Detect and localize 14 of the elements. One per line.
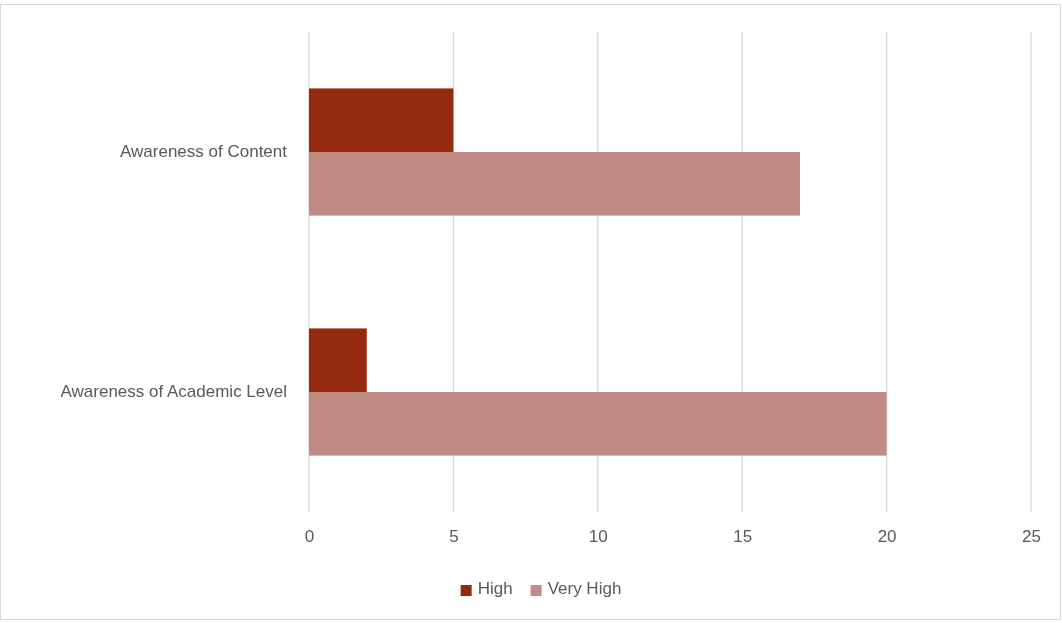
bar [309, 152, 800, 216]
x-tick-label: 0 [304, 527, 315, 547]
x-tick-label: 20 [877, 527, 897, 547]
bar [309, 328, 367, 392]
bar [309, 392, 887, 456]
legend-label: Very High [547, 579, 622, 598]
x-tick-label: 15 [733, 527, 753, 547]
legend-label: High [477, 579, 513, 598]
x-tick-label: 25 [1022, 527, 1041, 547]
y-tick-label: Awareness of Academic Level [60, 382, 287, 402]
x-tick-label: 10 [588, 527, 608, 547]
bar [309, 88, 454, 152]
x-tick-label: 5 [449, 527, 459, 547]
y-tick-label: Awareness of Content [120, 142, 288, 162]
